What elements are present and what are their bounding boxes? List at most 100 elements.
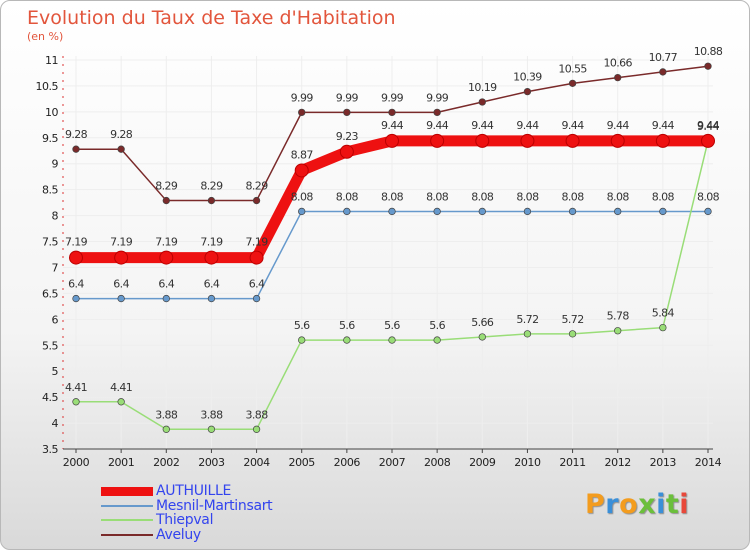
logo-letter: i <box>656 489 666 520</box>
data-label: 8.08 <box>291 190 314 203</box>
logo-letter: x <box>638 489 657 520</box>
data-point-thiepval <box>298 336 306 344</box>
data-point-aveluy <box>343 108 351 117</box>
data-point-authuille <box>339 144 354 159</box>
data-point-mesnil-martinsart <box>478 207 486 216</box>
data-label: 9.99 <box>426 91 449 104</box>
data-point-authuille <box>701 133 715 148</box>
data-point-thiepval <box>523 330 532 338</box>
data-label: 8.08 <box>516 190 539 203</box>
data-label: 8.08 <box>381 190 404 203</box>
data-point-authuille <box>430 133 445 148</box>
data-point-aveluy <box>207 196 216 205</box>
data-point-mesnil-martinsart <box>162 294 170 303</box>
data-point-thiepval <box>117 398 125 406</box>
data-point-thiepval <box>207 425 216 433</box>
data-point-mesnil-martinsart <box>388 207 396 216</box>
data-point-authuille <box>520 133 535 148</box>
data-label: 9.44 <box>697 120 720 133</box>
data-label: 5.72 <box>562 313 584 326</box>
data-label: 9.44 <box>562 119 585 132</box>
data-label: 5.78 <box>607 310 630 323</box>
data-label: 7.19 <box>200 236 223 249</box>
data-point-aveluy <box>298 108 306 117</box>
proxiti-logo: Proxiti <box>585 489 689 520</box>
y-tick-label: 8.5 <box>42 184 58 197</box>
data-label: 7.19 <box>155 236 178 249</box>
legend-item-authuille: AUTHUILLE <box>101 484 272 499</box>
data-point-authuille <box>69 250 83 265</box>
data-point-aveluy <box>117 145 125 153</box>
x-tick-label: 2001 <box>108 456 134 469</box>
y-tick-label: 5.5 <box>42 339 58 352</box>
data-label: 5.84 <box>652 307 675 320</box>
data-label: 6.4 <box>249 278 265 291</box>
data-point-mesnil-martinsart <box>433 207 441 216</box>
legend-swatch-mesnil-martinsart <box>101 504 153 507</box>
data-label: 5.6 <box>429 319 445 332</box>
data-label: 4.41 <box>110 381 132 394</box>
chart-title: Evolution du Taux de Taxe d'Habitation <box>27 7 396 29</box>
data-point-authuille <box>610 133 625 148</box>
data-label: 10.66 <box>603 57 632 70</box>
legend-label: Thiepval <box>156 512 214 528</box>
data-label: 8.08 <box>652 190 675 203</box>
data-point-aveluy <box>388 108 396 117</box>
data-label: 6.4 <box>113 278 129 291</box>
data-point-aveluy <box>568 79 577 87</box>
data-point-mesnil-martinsart <box>343 207 351 216</box>
data-label: 8.08 <box>697 190 720 203</box>
x-tick-label: 2009 <box>469 456 496 469</box>
data-label: 5.6 <box>384 319 400 332</box>
x-tick-label: 2006 <box>334 456 361 469</box>
x-tick-label: 2005 <box>289 456 316 469</box>
data-label: 10.55 <box>558 62 587 75</box>
data-point-mesnil-martinsart <box>117 294 125 303</box>
data-label: 6.4 <box>68 278 84 291</box>
x-tick-label: 2003 <box>198 456 225 469</box>
data-label: 5.66 <box>471 316 494 329</box>
legend: AUTHUILLE Mesnil-Martinsart Thiepval Ave… <box>101 484 273 542</box>
data-label: 9.99 <box>336 91 359 104</box>
y-tick-label: 11 <box>45 54 58 67</box>
data-label: 9.44 <box>471 119 494 132</box>
data-point-aveluy <box>433 108 441 117</box>
data-label: 3.88 <box>155 408 178 421</box>
data-label: 9.44 <box>697 119 720 132</box>
data-point-aveluy <box>72 145 80 153</box>
data-label: 8.08 <box>607 190 630 203</box>
data-label: 7.19 <box>110 236 133 249</box>
data-label: 5.6 <box>294 319 310 332</box>
data-point-aveluy <box>523 87 532 96</box>
x-tick-label: 2002 <box>153 456 179 469</box>
data-point-authuille <box>249 250 264 265</box>
data-label: 3.88 <box>200 408 223 421</box>
data-point-mesnil-martinsart <box>207 294 216 303</box>
data-point-thiepval <box>388 336 396 344</box>
data-point-mesnil-martinsart <box>72 294 80 303</box>
data-label: 5.72 <box>516 313 538 326</box>
data-label: 9.28 <box>65 128 88 141</box>
data-label: 9.99 <box>381 91 404 104</box>
data-label: 9.44 <box>516 119 539 132</box>
x-tick-label: 2007 <box>379 456 406 469</box>
data-point-authuille <box>565 133 580 148</box>
x-tick-label: 2004 <box>243 456 270 469</box>
data-label: 8.08 <box>562 190 585 203</box>
y-tick-label: 10 <box>45 106 58 119</box>
y-tick-label: 5 <box>52 365 59 378</box>
data-point-authuille <box>294 163 309 178</box>
data-label: 10.19 <box>468 81 497 94</box>
data-label: 8.08 <box>426 190 449 203</box>
legend-swatch-aveluy <box>101 533 153 536</box>
data-point-mesnil-martinsart <box>523 207 532 216</box>
legend-item-mesnil-martinsart: Mesnil-Martinsart <box>101 498 273 514</box>
logo-letter: o <box>619 489 639 520</box>
data-label: 10.88 <box>694 45 723 58</box>
x-tick-label: 2011 <box>559 456 585 469</box>
data-point-thiepval <box>343 336 351 344</box>
data-point-thiepval <box>433 336 441 344</box>
y-tick-label: 9 <box>52 158 59 171</box>
